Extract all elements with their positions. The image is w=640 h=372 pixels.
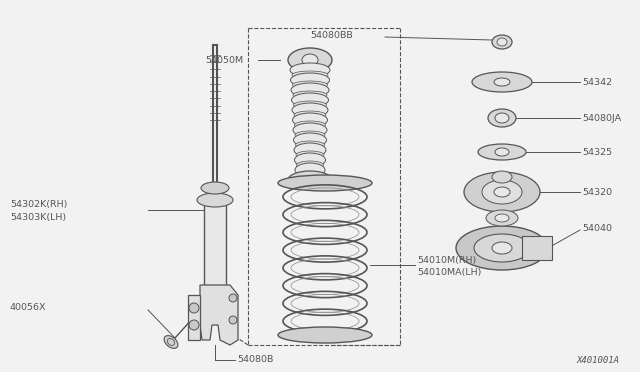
Ellipse shape xyxy=(189,320,199,330)
Ellipse shape xyxy=(495,148,509,156)
Ellipse shape xyxy=(494,187,510,197)
Ellipse shape xyxy=(292,81,328,89)
Ellipse shape xyxy=(294,153,326,167)
Text: 54080BB: 54080BB xyxy=(310,31,353,39)
Ellipse shape xyxy=(482,180,522,204)
Ellipse shape xyxy=(497,38,507,46)
Ellipse shape xyxy=(288,171,332,189)
Ellipse shape xyxy=(164,336,178,349)
Ellipse shape xyxy=(293,91,327,99)
Ellipse shape xyxy=(456,226,548,270)
Text: 40056X: 40056X xyxy=(10,304,47,312)
Ellipse shape xyxy=(278,327,372,343)
Ellipse shape xyxy=(292,103,328,117)
Bar xyxy=(522,236,552,260)
Text: 54050M: 54050M xyxy=(205,55,243,64)
Ellipse shape xyxy=(464,172,540,212)
Ellipse shape xyxy=(494,78,510,86)
Text: 54010MA(LH): 54010MA(LH) xyxy=(417,269,481,278)
Ellipse shape xyxy=(189,303,199,313)
Ellipse shape xyxy=(296,151,324,159)
Polygon shape xyxy=(188,295,200,340)
Ellipse shape xyxy=(294,101,326,109)
Bar xyxy=(204,195,226,295)
Text: 54080B: 54080B xyxy=(237,356,273,365)
Ellipse shape xyxy=(492,242,512,254)
Ellipse shape xyxy=(201,182,229,194)
Ellipse shape xyxy=(486,210,518,226)
Ellipse shape xyxy=(294,143,326,157)
Ellipse shape xyxy=(295,131,325,139)
Ellipse shape xyxy=(296,141,324,149)
Ellipse shape xyxy=(291,83,329,97)
Text: 54040: 54040 xyxy=(582,224,612,232)
Ellipse shape xyxy=(291,73,330,87)
Ellipse shape xyxy=(292,71,328,79)
Ellipse shape xyxy=(291,93,328,107)
Ellipse shape xyxy=(488,109,516,127)
Ellipse shape xyxy=(302,54,318,66)
Text: X401001A: X401001A xyxy=(577,356,620,365)
Ellipse shape xyxy=(197,193,233,207)
Text: 54080JA: 54080JA xyxy=(582,113,621,122)
Text: 54342: 54342 xyxy=(582,77,612,87)
Text: 54302K(RH): 54302K(RH) xyxy=(10,199,67,208)
Ellipse shape xyxy=(495,214,509,222)
Text: 54325: 54325 xyxy=(582,148,612,157)
Ellipse shape xyxy=(296,161,323,169)
Ellipse shape xyxy=(295,163,325,177)
Text: 54010M(RH): 54010M(RH) xyxy=(417,256,476,264)
Ellipse shape xyxy=(478,144,526,160)
Ellipse shape xyxy=(292,113,328,127)
Ellipse shape xyxy=(229,316,237,324)
Ellipse shape xyxy=(293,123,327,137)
Ellipse shape xyxy=(474,234,530,262)
Text: 54303K(LH): 54303K(LH) xyxy=(10,212,66,221)
Ellipse shape xyxy=(492,35,512,49)
Text: 54320: 54320 xyxy=(582,187,612,196)
Ellipse shape xyxy=(290,63,330,77)
Ellipse shape xyxy=(492,171,512,183)
Ellipse shape xyxy=(288,48,332,72)
Ellipse shape xyxy=(229,294,237,302)
Polygon shape xyxy=(200,285,238,345)
Ellipse shape xyxy=(294,121,326,129)
Ellipse shape xyxy=(294,133,326,147)
Ellipse shape xyxy=(294,111,326,119)
Ellipse shape xyxy=(495,113,509,123)
Ellipse shape xyxy=(472,72,532,92)
Ellipse shape xyxy=(278,175,372,191)
